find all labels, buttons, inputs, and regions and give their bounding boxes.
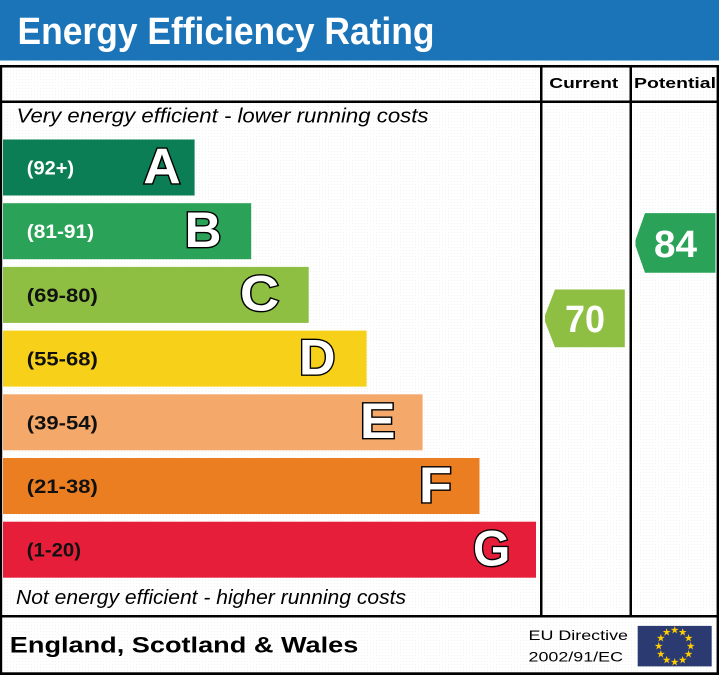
svg-text:Very energy efficient - lower: Very energy efficient - lower running co… [17, 106, 429, 128]
svg-text:England, Scotland & Wales: England, Scotland & Wales [10, 633, 359, 658]
svg-text:Energy Efficiency Rating: Energy Efficiency Rating [18, 11, 435, 53]
svg-text:(1-20): (1-20) [27, 541, 81, 562]
svg-text:(69-80): (69-80) [27, 286, 98, 307]
svg-text:EU Directive: EU Directive [529, 627, 629, 643]
svg-text:Current: Current [549, 75, 618, 92]
svg-text:(92+): (92+) [27, 159, 74, 180]
svg-text:E: E [360, 393, 396, 449]
svg-text:Not energy efficient - higher: Not energy efficient - higher running co… [16, 587, 406, 609]
svg-text:84: 84 [654, 224, 697, 266]
svg-text:(21-38): (21-38) [27, 477, 98, 498]
svg-text:Potential: Potential [634, 75, 716, 92]
svg-text:G: G [473, 520, 510, 576]
svg-text:B: B [185, 201, 222, 258]
svg-text:F: F [419, 457, 452, 513]
svg-text:C: C [240, 266, 279, 323]
svg-text:(39-54): (39-54) [27, 413, 98, 434]
svg-text:(55-68): (55-68) [27, 350, 98, 371]
svg-text:D: D [299, 328, 335, 385]
svg-text:70: 70 [565, 299, 605, 341]
svg-text:2002/91/EC: 2002/91/EC [529, 649, 624, 665]
svg-text:(81-91): (81-91) [27, 222, 94, 243]
svg-text:A: A [143, 138, 180, 194]
